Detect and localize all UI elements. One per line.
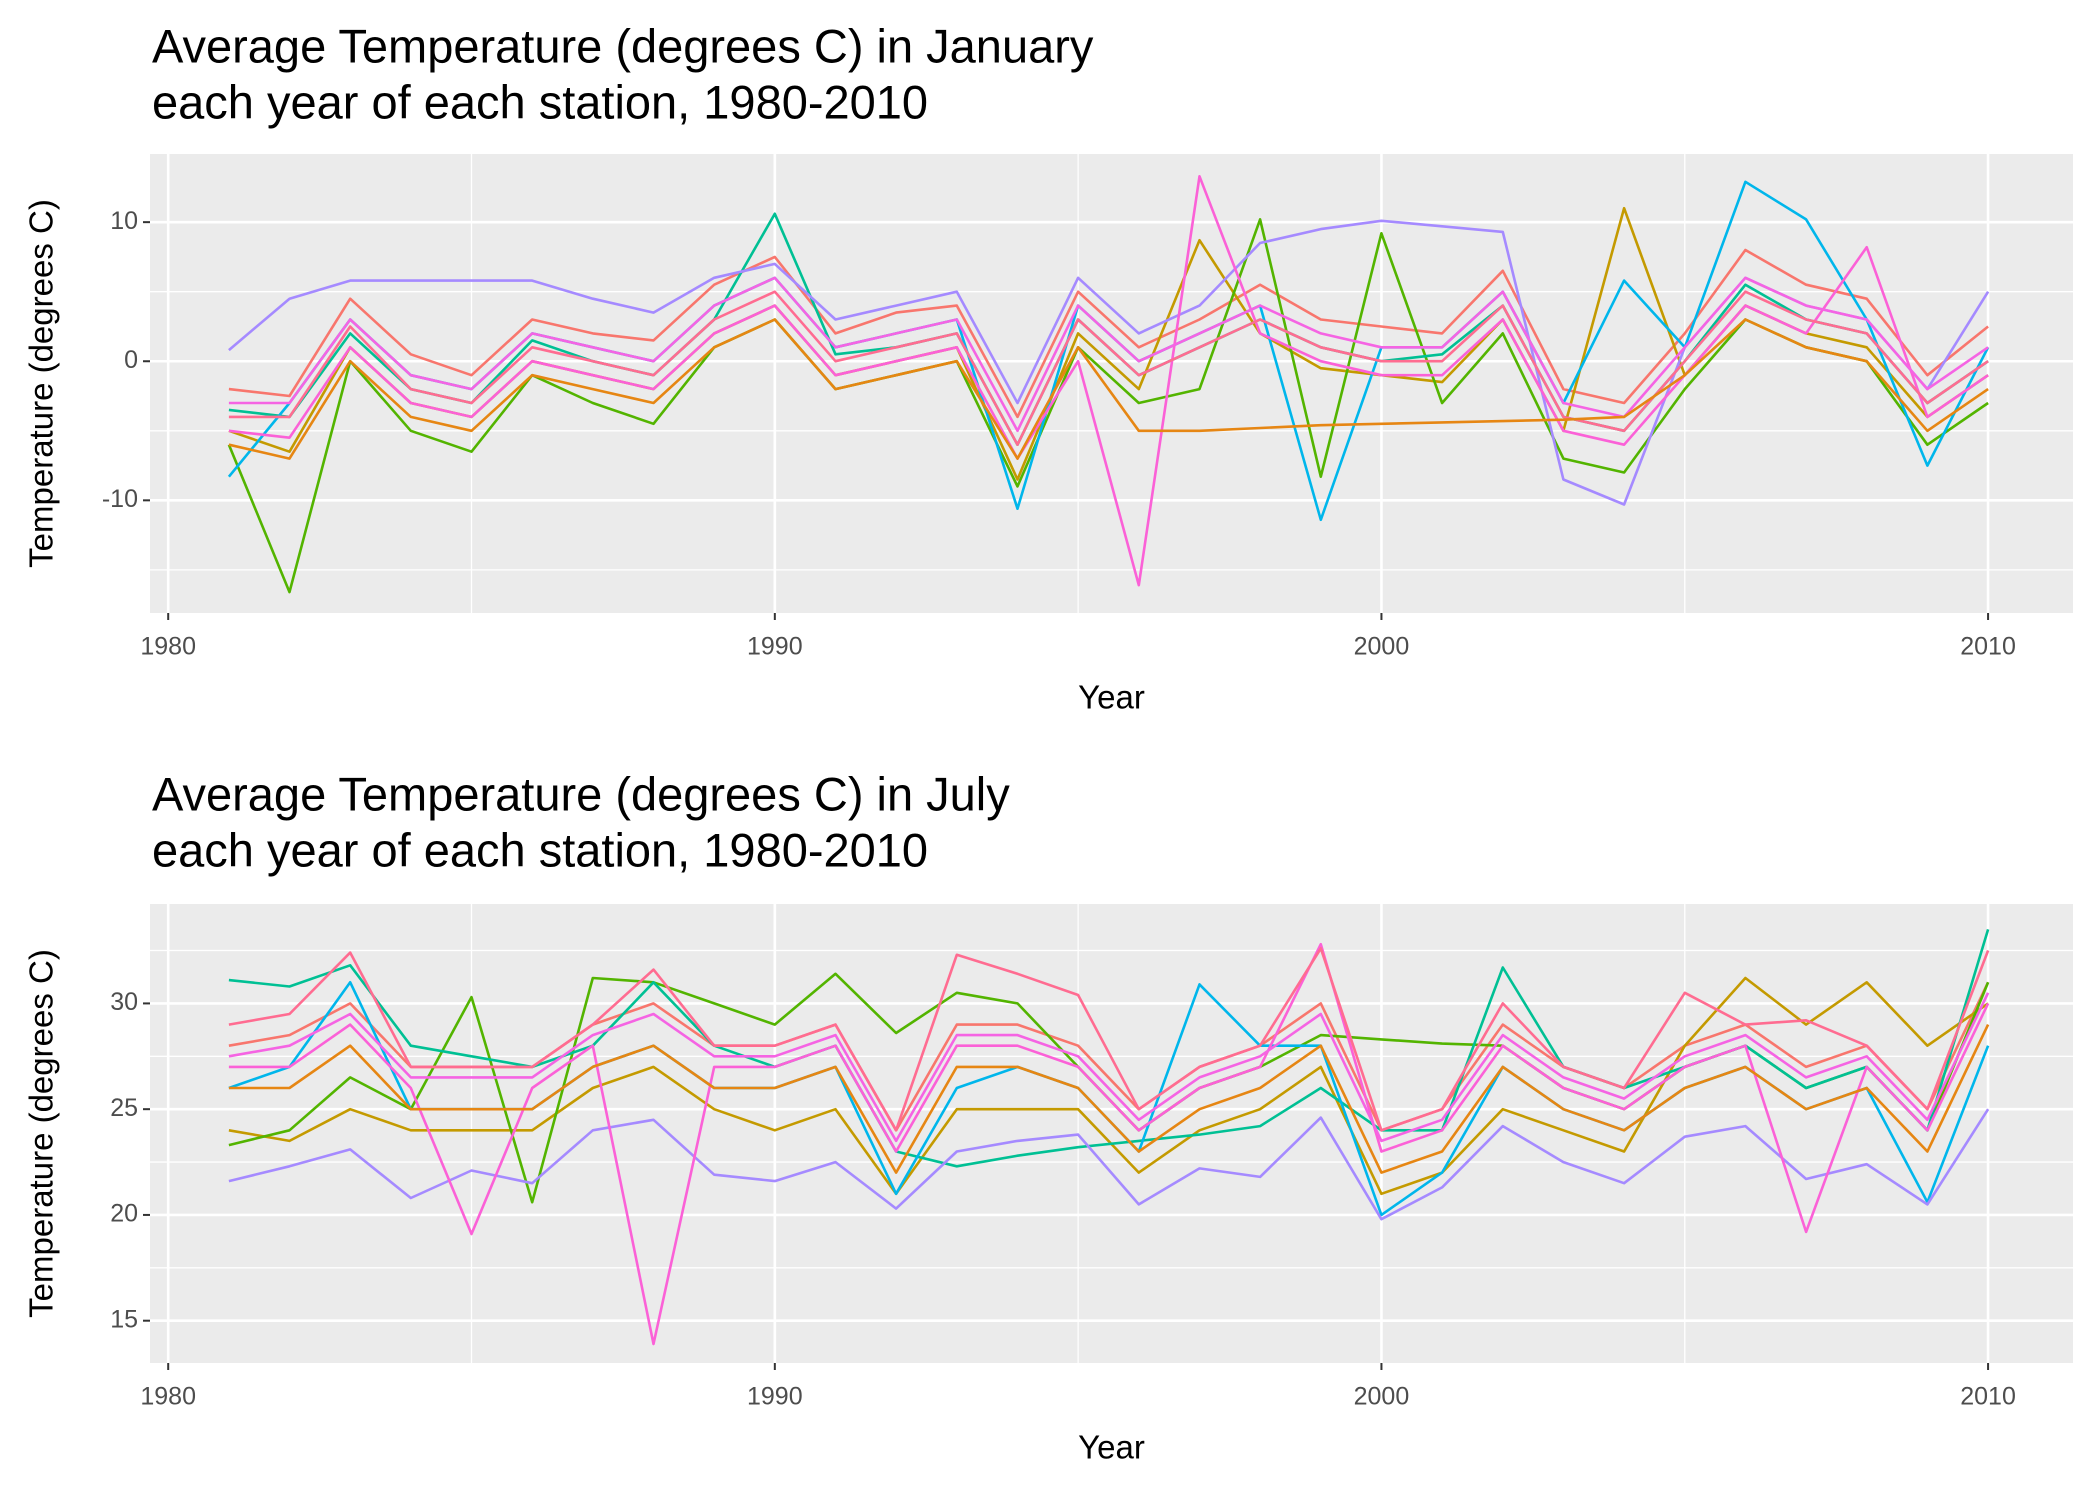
series-line	[228, 318, 1989, 460]
series-line	[228, 947, 1990, 1132]
y-axis-label: Temperature (degrees C)	[23, 199, 60, 568]
panel	[150, 154, 2073, 613]
y-tick-label: 15	[110, 1305, 138, 1333]
y-tick-label: -10	[102, 485, 138, 513]
series-line	[228, 1024, 1990, 1174]
x-tick-label: 1980	[140, 1383, 196, 1411]
x-tick-label: 2000	[1354, 1383, 1410, 1411]
series-line	[228, 942, 1990, 1346]
series-line	[228, 976, 1989, 1196]
chart-subtitle: each year of each station, 1980-2010	[152, 75, 928, 128]
y-tick-label: 10	[110, 207, 138, 235]
chart-title: Average Temperature (degrees C) in Janua…	[152, 19, 1094, 72]
x-tick-label: 2010	[1960, 633, 2016, 661]
series-line	[228, 1108, 1990, 1221]
y-tick-label: 0	[124, 346, 138, 374]
x-axis-label: Year	[1078, 1429, 1145, 1466]
x-axis-label: Year	[1078, 679, 1145, 716]
x-tick-label: 1980	[140, 633, 196, 661]
panel	[150, 904, 2073, 1363]
series-line	[227, 218, 1989, 594]
chart-title: Average Temperature (degrees C) in July	[152, 767, 1010, 820]
x-tick-label: 2010	[1960, 1383, 2016, 1411]
series-line	[228, 290, 1989, 446]
y-tick-label: 20	[110, 1200, 138, 1228]
series-line	[228, 276, 1989, 433]
series-line	[228, 175, 1989, 587]
series-line	[228, 992, 1990, 1143]
x-tick-label: 2000	[1354, 633, 1410, 661]
x-tick-label: 1990	[747, 1383, 803, 1411]
y-axis-label: Temperature (degrees C)	[23, 949, 60, 1318]
y-tick-label: 25	[110, 1094, 138, 1122]
x-tick-label: 1990	[747, 633, 803, 661]
chart-subtitle: each year of each station, 1980-2010	[152, 823, 928, 876]
y-tick-label: 30	[110, 988, 138, 1016]
